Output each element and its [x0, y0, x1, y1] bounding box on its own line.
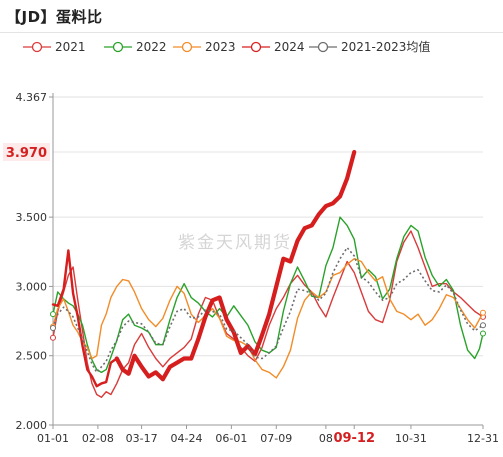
watermark-text: 紫金天风期货: [178, 233, 292, 253]
highlight-y-bg: [3, 143, 50, 162]
x-tick-label: 06-01: [215, 432, 247, 445]
y-tick-label: 3.000: [16, 280, 48, 293]
x-tick-label: 02-08: [82, 432, 114, 445]
series-point-start: [50, 334, 56, 341]
chart-axes: [52, 93, 483, 426]
legend-marker-icon: [112, 41, 124, 53]
legend-marker-icon: [181, 41, 193, 53]
y-tick-label: 4.367: [16, 91, 48, 104]
series-point-start: [50, 311, 56, 318]
legend-label: 2021-2023均值: [341, 39, 430, 54]
y-axis-ticks: 2.000 2.500 3.000 3.500 4.367 3.970: [3, 91, 53, 432]
x-tick-label: 08: [319, 432, 333, 445]
chart-legend: 2021 2022 2023 2024 2021-2023均值: [23, 39, 430, 54]
title-divider: [0, 32, 503, 33]
highlight-y-label: 3.970: [6, 146, 47, 161]
x-tick-label: 12-31: [467, 432, 499, 445]
legend-label: 2022: [136, 40, 167, 54]
series-line-2021: [52, 230, 484, 398]
chart-title: 【JD】蛋料比: [6, 8, 103, 26]
legend-marker-icon: [31, 41, 43, 53]
series-point-end: [480, 330, 486, 337]
legend-marker-icon: [317, 41, 329, 53]
legend-label: 2024: [274, 40, 305, 54]
series-line-2021-2023均值: [52, 246, 484, 374]
y-tick-label: 2.000: [16, 419, 48, 432]
x-tick-label: 04-24: [171, 432, 203, 445]
x-axis-ticks: 01-01 02-08 03-17 04-24 06-01 07-09 08 09-12 10-…: [37, 425, 499, 446]
series-line-2024: [114, 149, 357, 382]
x-tick-label: 10-31: [395, 432, 427, 445]
series-line-2022: [52, 216, 484, 374]
legend-label: 2021: [55, 40, 86, 54]
x-tick-label: 09-12: [333, 431, 375, 446]
x-tick-label: 01-01: [37, 432, 69, 445]
x-tick-label: 07-09: [260, 432, 292, 445]
series-point-start: [50, 324, 56, 331]
y-tick-label: 2.500: [16, 350, 48, 363]
chart-series-group: [50, 149, 486, 398]
chart-gridlines: [53, 96, 483, 426]
series-point-end: [480, 322, 486, 329]
y-tick-label: 3.500: [16, 211, 48, 224]
series-line-2024-early: [51, 249, 124, 388]
legend-marker-icon: [250, 41, 262, 53]
series-point-end: [480, 309, 486, 316]
x-tick-label: 03-17: [126, 432, 158, 445]
legend-label: 2023: [205, 40, 236, 54]
